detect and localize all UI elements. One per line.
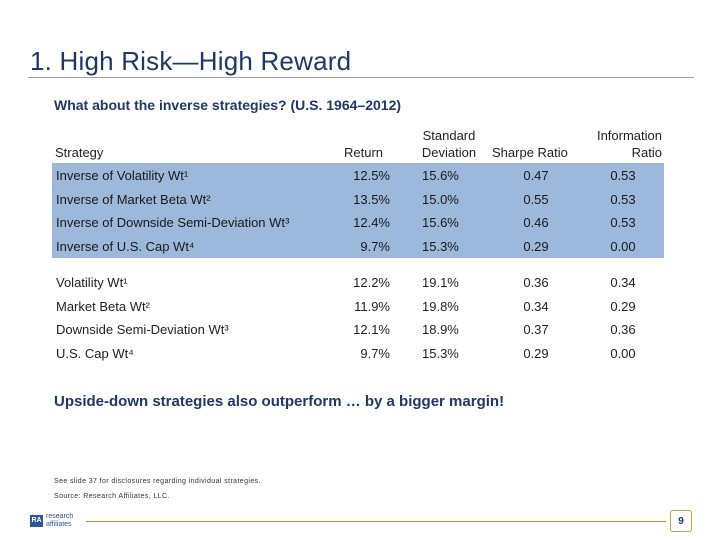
footer-divider — [86, 521, 666, 522]
slide-subtitle: What about the inverse strategies? (U.S.… — [54, 97, 402, 113]
table-row: Inverse of U.S. Cap Wt⁴ 9.7% 15.3% 0.29 0.00 — [52, 237, 664, 257]
title-divider — [28, 77, 694, 78]
sharpe-value: 0.47 — [523, 168, 549, 183]
header-info-line1: Information — [596, 128, 662, 143]
strategy-name: Market Beta Wt² — [56, 298, 150, 314]
std-dev-value: 15.3% — [422, 346, 459, 362]
logo-line1: research — [46, 513, 74, 520]
sharpe-value: 0.29 — [523, 346, 549, 362]
std-dev-value: 19.1% — [422, 275, 459, 290]
header-std-line2: Deviation — [421, 145, 477, 160]
page-number: 9 — [670, 510, 692, 532]
header-info-line2: Ratio — [631, 145, 662, 160]
return-value: 12.2% — [353, 275, 390, 290]
info-ratio-value: 0.00 — [610, 346, 636, 362]
return-value: 13.5% — [353, 191, 390, 207]
std-dev-value: 15.0% — [422, 191, 459, 207]
std-dev-value: 18.9% — [422, 322, 459, 338]
sharpe-value: 0.55 — [523, 191, 549, 207]
sharpe-value: 0.37 — [523, 322, 549, 338]
table-row: Downside Semi-Deviation Wt³ 12.1% 18.9% 0.3… — [52, 320, 664, 340]
logo-mark-icon: RA — [30, 515, 43, 527]
return-value: 12.1% — [353, 322, 390, 338]
table-row: U.S. Cap Wt⁴ 9.7% 15.3% 0.29 0.00 — [52, 344, 664, 364]
table-row: Market Beta Wt² 11.9% 19.8% 0.34 0.29 — [52, 297, 664, 317]
sharpe-value: 0.29 — [523, 238, 549, 254]
info-ratio-value: 0.53 — [610, 168, 636, 183]
strategy-name: Inverse of Volatility Wt¹ — [56, 168, 189, 183]
header-information-ratio: Information Ratio — [572, 127, 662, 161]
strategy-name: Inverse of Market Beta Wt² — [56, 191, 211, 207]
header-return: Return — [344, 145, 384, 160]
header-strategy: Strategy — [55, 145, 104, 160]
header-standard-deviation: Standard Deviation — [416, 127, 482, 161]
info-ratio-value: 0.29 — [610, 298, 636, 314]
std-dev-value: 19.8% — [422, 298, 459, 314]
header-sharpe-ratio: Sharpe Ratio — [492, 145, 568, 160]
strategy-name: Inverse of U.S. Cap Wt⁴ — [56, 238, 195, 254]
strategy-name: Volatility Wt¹ — [56, 275, 128, 290]
logo-text: research affiliates — [46, 513, 73, 529]
table-row: Volatility Wt¹ 12.2% 19.1% 0.36 0.34 — [52, 273, 664, 293]
std-dev-value: 15.6% — [422, 215, 459, 230]
return-value: 11.9% — [354, 298, 390, 314]
return-value: 9.7% — [360, 346, 390, 362]
strategy-name: U.S. Cap Wt⁴ — [56, 346, 134, 362]
info-ratio-value: 0.53 — [610, 215, 636, 230]
sharpe-value: 0.34 — [523, 298, 549, 314]
header-std-line1: Standard — [422, 128, 476, 143]
std-dev-value: 15.6% — [422, 168, 459, 183]
callout-text: Upside-down strategies also outperform …… — [54, 393, 505, 410]
info-ratio-value: 0.00 — [610, 238, 636, 254]
inverse-strategies-highlight — [52, 163, 664, 258]
slide-title: 1. High Risk—High Reward — [30, 46, 352, 76]
std-dev-value: 15.3% — [422, 238, 459, 254]
strategy-name: Inverse of Downside Semi-Deviation Wt³ — [56, 215, 290, 230]
info-ratio-value: 0.34 — [610, 275, 636, 290]
sharpe-value: 0.36 — [523, 275, 549, 290]
table-row: Inverse of Market Beta Wt² 13.5% 15.0% 0.55… — [52, 190, 664, 210]
strategy-name: Downside Semi-Deviation Wt³ — [56, 322, 229, 338]
source-note: Source: Research Affiliates, LLC. — [54, 493, 170, 500]
sharpe-value: 0.46 — [523, 215, 549, 230]
research-affiliates-logo: RA research affiliates — [30, 512, 84, 530]
disclosure-note: See slide 37 for disclosures regarding i… — [54, 478, 261, 485]
table-header: Strategy Return Standard Deviation Sharp… — [52, 126, 664, 162]
return-value: 12.4% — [353, 215, 390, 230]
info-ratio-value: 0.36 — [610, 322, 636, 338]
info-ratio-value: 0.53 — [610, 191, 636, 207]
return-value: 12.5% — [353, 168, 390, 183]
table-row: Inverse of Volatility Wt¹ 12.5% 15.6% 0.47 0… — [52, 166, 664, 186]
table-row: Inverse of Downside Semi-Deviation Wt³ 12… — [52, 213, 664, 233]
return-value: 9.7% — [360, 238, 390, 254]
logo-line2: affiliates — [46, 521, 72, 528]
